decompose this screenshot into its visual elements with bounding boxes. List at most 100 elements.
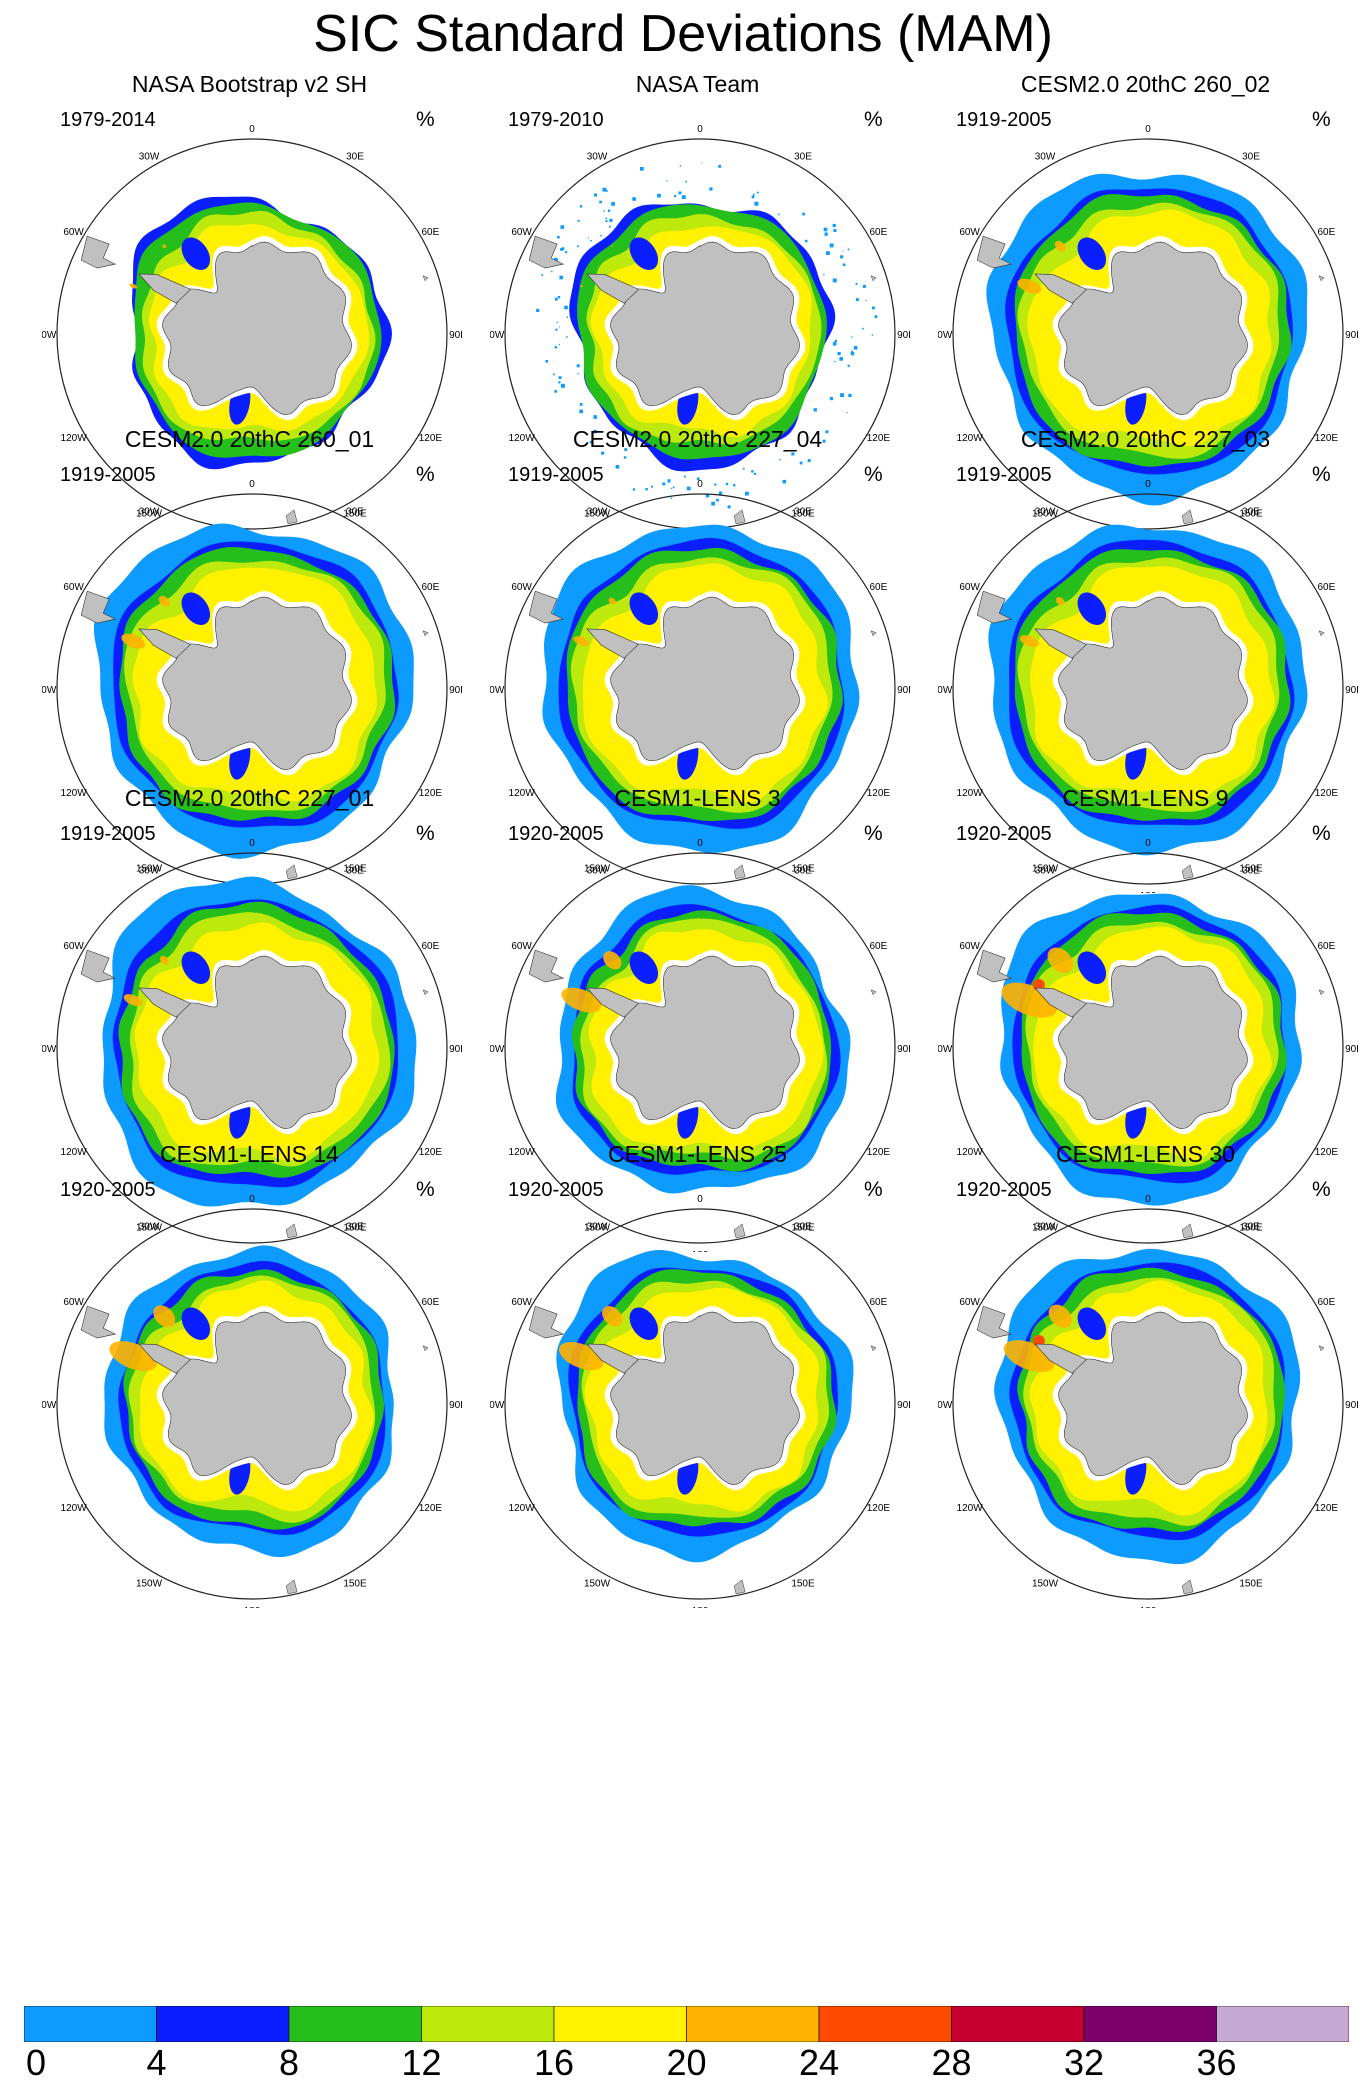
low-variability-patch xyxy=(1077,237,1107,270)
longitude-label: 120W xyxy=(61,1503,88,1514)
noise-speck xyxy=(608,445,610,447)
longitude-label: 90E xyxy=(1345,1044,1358,1055)
longitude-label: 150W xyxy=(1032,1578,1059,1589)
high-variability-patch xyxy=(159,955,169,965)
panel-title: CESM2.0 20thC 260_01 xyxy=(124,426,375,452)
island-landmass xyxy=(1318,1345,1325,1352)
noise-speck xyxy=(850,351,855,356)
noise-speck xyxy=(602,187,607,192)
longitude-label: 30W xyxy=(587,507,608,518)
panel-period: 1919-2005 xyxy=(956,464,1052,486)
longitude-label: 30E xyxy=(794,507,812,518)
noise-speck xyxy=(611,202,615,206)
panel-period: 1919-2005 xyxy=(60,823,156,845)
noise-speck xyxy=(609,225,611,228)
noise-speck xyxy=(615,465,620,469)
panel-period: 1919-2005 xyxy=(508,464,604,486)
low-variability-patch xyxy=(629,592,659,625)
new-zealand-landmass xyxy=(1181,509,1194,525)
panel-unit: % xyxy=(416,463,435,486)
colorbar-tick: 20 xyxy=(666,2042,707,2083)
longitude-label: 120E xyxy=(1315,1147,1339,1158)
noise-speck xyxy=(851,336,853,338)
antarctic-peninsula xyxy=(586,628,640,659)
panel-period: 1919-2005 xyxy=(956,109,1052,131)
panel-period: 1920-2005 xyxy=(508,1179,604,1201)
longitude-label: 60E xyxy=(870,941,888,952)
noise-speck xyxy=(558,376,562,380)
noise-speck xyxy=(751,195,755,199)
noise-speck xyxy=(833,229,837,232)
noise-speck xyxy=(779,458,781,461)
longitude-label: 90W xyxy=(938,1044,953,1055)
longitude-label: 120W xyxy=(61,433,88,444)
new-zealand-landmass xyxy=(733,1223,746,1239)
longitude-label: 90E xyxy=(1345,1400,1358,1411)
colorbar-segment xyxy=(421,2006,555,2042)
high-variability-patch xyxy=(1017,278,1042,294)
noise-speck xyxy=(705,493,710,498)
noise-speck xyxy=(559,275,563,280)
panel-unit: % xyxy=(864,1178,883,1201)
panel-period: 1979-2014 xyxy=(60,109,156,131)
noise-speck xyxy=(791,452,795,456)
longitude-label: 90E xyxy=(1345,685,1358,696)
longitude-label: 0 xyxy=(1145,124,1151,135)
noise-speck xyxy=(837,352,841,356)
map-panel: CESM2.0 20thC 227_01 1919-2005% 0 30E 60E 90E… xyxy=(22,784,477,1260)
noise-speck xyxy=(673,195,676,198)
noise-speck xyxy=(756,191,759,194)
longitude-label: 30W xyxy=(1035,1222,1056,1233)
noise-speck xyxy=(554,297,558,301)
antarctic-peninsula xyxy=(1034,987,1088,1018)
longitude-label: 60E xyxy=(1318,582,1336,593)
longitude-label: 60W xyxy=(959,582,980,593)
high-variability-patch xyxy=(1019,635,1039,648)
noise-speck xyxy=(714,483,717,486)
island-landmass xyxy=(422,630,429,637)
noise-speck xyxy=(807,459,811,463)
colorbar-tick: 16 xyxy=(533,2042,575,2083)
longitude-label: 90W xyxy=(42,1044,57,1055)
noise-speck xyxy=(834,339,838,343)
longitude-label: 90W xyxy=(938,1400,953,1411)
noise-speck xyxy=(566,316,569,318)
longitude-label: 90E xyxy=(449,330,462,341)
longitude-label: 150W xyxy=(584,508,611,519)
page-title: SIC Standard Deviations (MAM) xyxy=(313,5,1053,63)
longitude-label: 30W xyxy=(1035,507,1056,518)
colorbar-tick: 24 xyxy=(798,2042,840,2083)
noise-speck xyxy=(847,248,850,251)
map-panel: CESM2.0 20thC 260_01 1919-2005% 0 30E 60E 90E… xyxy=(22,425,477,901)
longitude-label: 60W xyxy=(959,1297,980,1308)
map-boundary xyxy=(504,493,896,885)
colorbar-segment xyxy=(553,2006,687,2042)
panel-unit: % xyxy=(416,822,435,845)
high-variability-patch xyxy=(1054,240,1066,252)
new-zealand-landmass xyxy=(733,509,746,525)
longitude-label: 180 xyxy=(1140,1606,1157,1608)
longitude-label: 120W xyxy=(61,1147,88,1158)
polar-map: 030E60E90E120E150E180150W120W90W60W30W xyxy=(938,479,1358,893)
antarctic-peninsula xyxy=(1034,273,1088,304)
longitude-label: 0 xyxy=(697,1194,703,1205)
polar-map: 030E60E90E120E150E180150W120W90W60W30W xyxy=(938,124,1358,538)
south-america-landmass xyxy=(528,235,565,269)
longitude-label: 30W xyxy=(139,866,160,877)
noise-speck xyxy=(657,193,661,198)
panel-title: CESM1-LENS 25 xyxy=(608,1141,787,1167)
longitude-label: 150W xyxy=(136,1222,163,1233)
island-landmass xyxy=(1318,630,1325,637)
longitude-label: 60W xyxy=(511,1297,532,1308)
noise-speck xyxy=(554,346,557,349)
south-america-landmass xyxy=(976,1305,1013,1339)
panel-title: CESM1-LENS 14 xyxy=(160,1141,339,1167)
panel-period: 1920-2005 xyxy=(508,823,604,845)
longitude-label: 180 xyxy=(244,1606,261,1608)
longitude-label: 0 xyxy=(1145,1194,1151,1205)
noise-speck xyxy=(541,274,544,276)
longitude-label: 150E xyxy=(343,508,367,519)
noise-speck xyxy=(577,219,580,222)
longitude-label: 60E xyxy=(870,582,888,593)
longitude-label: 150E xyxy=(1239,508,1263,519)
